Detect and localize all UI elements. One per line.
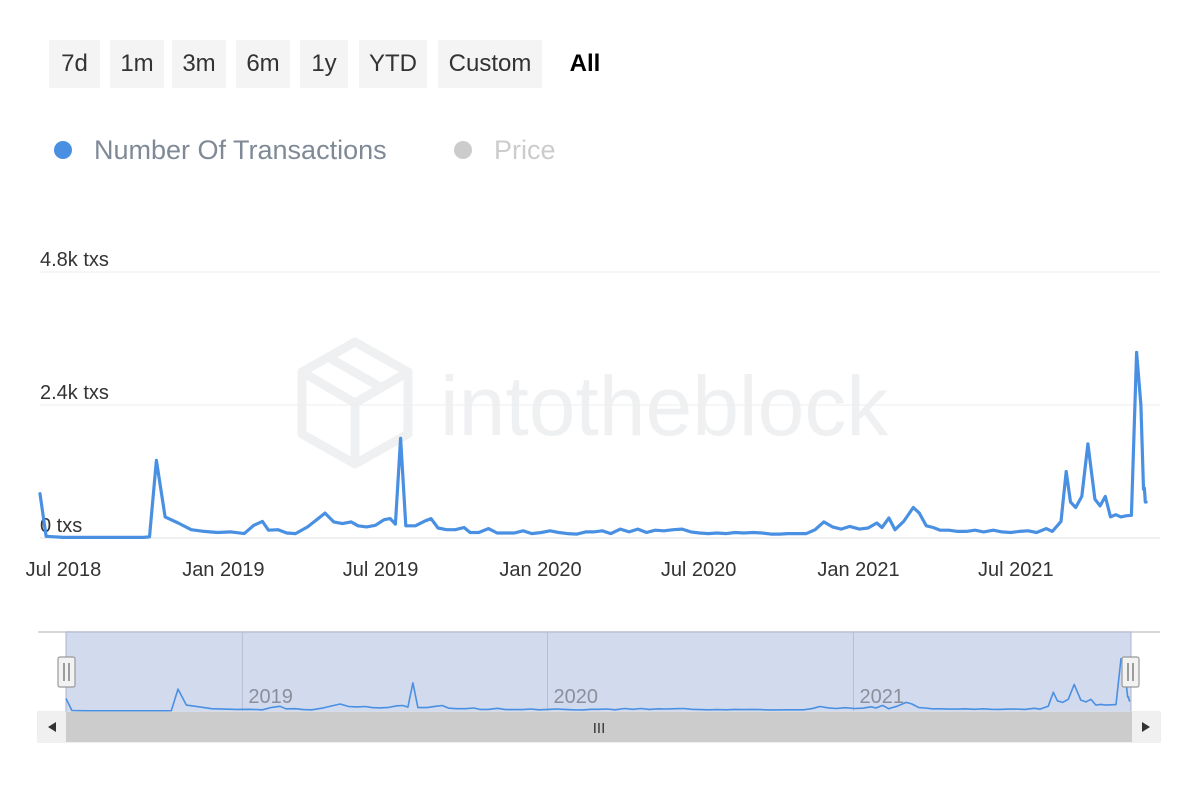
scrollbar: III xyxy=(37,711,1161,743)
navigator-year-label: 2019 xyxy=(248,686,293,708)
range-button-ytd[interactable]: YTD xyxy=(359,40,427,88)
watermark-text: intotheblock xyxy=(440,359,889,453)
legend-item-number-of-transactions[interactable]: Number Of Transactions xyxy=(54,128,387,172)
scrollbar-grip: III xyxy=(593,720,606,737)
legend-label: Price xyxy=(494,135,556,165)
navigator: 2019 2020 2021 xyxy=(38,631,1160,713)
y-tick-label: 0 txs xyxy=(40,515,82,537)
range-button-1y[interactable]: 1y xyxy=(300,40,348,88)
grid xyxy=(40,271,1160,539)
y-tick-label: 4.8k txs xyxy=(40,249,109,271)
y-tick-label: 2.4k txs xyxy=(40,382,109,404)
legend-item-price[interactable]: Price xyxy=(454,128,556,172)
legend-dot-icon xyxy=(454,140,472,159)
y-axis-labels: 0 txs 2.4k txs 4.8k txs xyxy=(40,249,109,537)
navigator-selection-mask[interactable] xyxy=(65,631,1132,713)
range-button-3m[interactable]: 3m xyxy=(172,40,226,88)
watermark: intotheblock xyxy=(297,337,889,469)
range-button-6m[interactable]: 6m xyxy=(236,40,290,88)
scroll-left-arrow-icon xyxy=(48,722,56,732)
range-button-all[interactable]: All xyxy=(554,40,616,88)
range-button-custom[interactable]: Custom xyxy=(438,40,542,88)
x-tick-label: Jul 2018 xyxy=(26,559,102,581)
series-line-transactions xyxy=(38,350,1148,539)
x-tick-label: Jul 2019 xyxy=(343,559,419,581)
navigator-series-line xyxy=(65,657,1131,712)
legend-label: Number Of Transactions xyxy=(94,135,387,165)
navigator-year-dividers xyxy=(241,632,854,711)
x-tick-label: Jan 2019 xyxy=(182,559,264,581)
legend-dot-icon xyxy=(54,140,72,159)
x-tick-label: Jul 2021 xyxy=(978,559,1054,581)
range-button-7d[interactable]: 7d xyxy=(49,40,100,88)
x-axis-labels: Jul 2018 Jan 2019 Jul 2019 Jan 2020 Jul 2020… xyxy=(26,559,1054,581)
x-tick-label: Jan 2020 xyxy=(499,559,581,581)
scroll-right-arrow-icon xyxy=(1142,722,1150,732)
navigator-right-handle[interactable] xyxy=(1121,656,1140,688)
x-tick-label: Jan 2021 xyxy=(817,559,899,581)
scroll-right-button[interactable] xyxy=(1132,712,1160,742)
navigator-year-labels: 2019 2020 2021 xyxy=(248,686,904,708)
x-tick-label: Jul 2020 xyxy=(661,559,737,581)
watermark-logo-icon xyxy=(297,337,413,469)
navigator-left-handle[interactable] xyxy=(57,656,76,688)
scroll-left-button[interactable] xyxy=(38,712,66,742)
scrollbar-thumb[interactable] xyxy=(66,712,1132,742)
range-button-1m[interactable]: 1m xyxy=(110,40,164,88)
navigator-year-label: 2020 xyxy=(554,686,599,708)
navigator-year-label: 2021 xyxy=(859,686,904,708)
